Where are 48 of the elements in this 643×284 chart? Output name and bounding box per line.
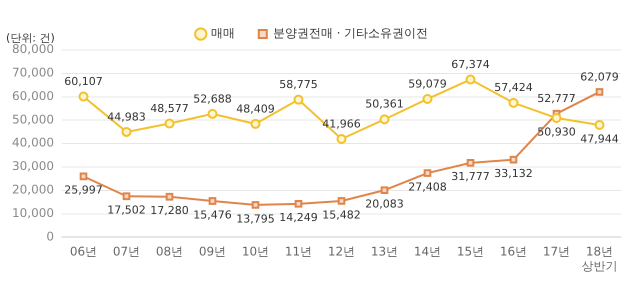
data-label: 33,132	[494, 167, 533, 180]
data-label: 52,688	[193, 92, 232, 106]
data-label: 20,083	[365, 198, 404, 211]
x-tick-label: 11년	[284, 244, 312, 259]
x-tick-label: 12년	[328, 244, 356, 259]
x-tick-label: 18년 상반기	[582, 244, 618, 273]
x-tick-label: 10년	[242, 244, 270, 259]
data-label: 17,502	[107, 204, 146, 217]
y-tick-label: 80,000	[12, 42, 54, 56]
data-label: 58,775	[279, 78, 318, 92]
data-label: 48,577	[150, 102, 189, 115]
y-tick-label: 0	[46, 229, 54, 244]
x-tick-label: 07년	[112, 244, 140, 259]
data-label: 15,482	[322, 208, 361, 222]
x-tick-label: 09년	[198, 244, 226, 259]
legend-label: 매매	[210, 26, 235, 40]
data-label: 52,777	[537, 92, 576, 106]
x-tick-label: 14년	[414, 244, 442, 259]
y-tick-label: 10,000	[12, 206, 54, 220]
x-tick-label: 17년	[542, 244, 570, 259]
x-tick-label: 13년	[370, 244, 398, 259]
data-label: 62,079	[580, 70, 619, 84]
data-label: 67,374	[451, 58, 490, 71]
y-tick-label: 50,000	[12, 112, 54, 126]
data-label: 25,997	[64, 184, 103, 197]
y-tick-label: 60,000	[12, 88, 54, 103]
y-tick-label: 20,000	[12, 182, 54, 197]
data-label: 14,249	[279, 211, 318, 224]
text: (단위: 건)	[6, 31, 55, 44]
data-label: 50,361	[365, 98, 404, 111]
data-label: 60,107	[64, 74, 103, 88]
y-tick-label: 30,000	[12, 159, 54, 174]
data-label: 47,944	[580, 132, 619, 146]
data-label: 31,777	[451, 170, 490, 184]
data-label: 15,476	[193, 208, 232, 222]
legend-label: 분양권전매 · 기타소유권이전	[272, 26, 428, 40]
data-label: 48,409	[236, 102, 275, 116]
data-label: 59,079	[408, 77, 447, 90]
y-tick-label: 40,000	[12, 136, 54, 150]
x-tick-label: 06년	[70, 244, 98, 259]
y-tick-label: 70,000	[12, 66, 54, 80]
x-tick-label: 08년	[156, 244, 184, 259]
data-label: 17,280	[150, 204, 189, 218]
x-tick-label: 15년	[456, 244, 484, 259]
x-tick-label: 16년	[500, 244, 528, 259]
data-label: 57,424	[494, 81, 533, 94]
data-label: 27,408	[408, 180, 447, 194]
data-label: 13,795	[236, 212, 275, 226]
